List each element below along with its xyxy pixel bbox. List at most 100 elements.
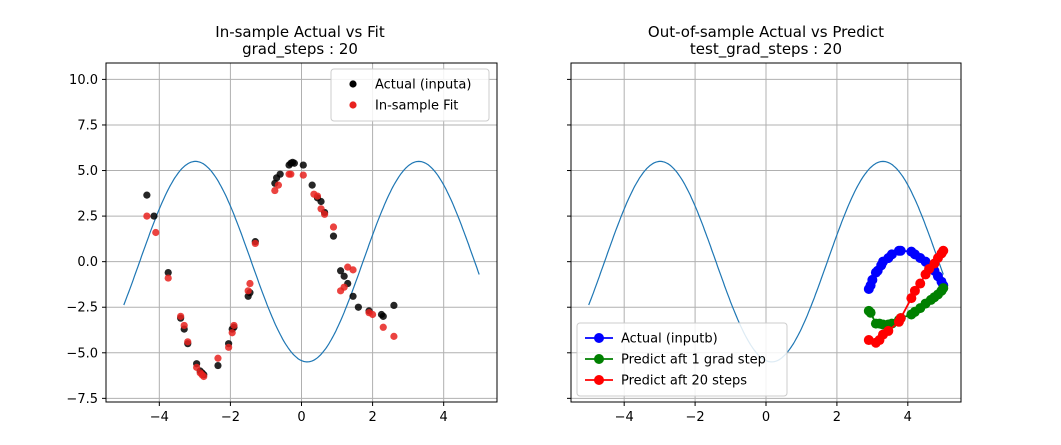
data-point xyxy=(938,245,949,256)
chart-title: Out-of-sample Actual vs Predict xyxy=(648,23,884,41)
legend-marker xyxy=(594,354,604,364)
data-point xyxy=(340,283,348,291)
data-point xyxy=(271,186,279,195)
data-point xyxy=(883,325,894,336)
chart-subtitle: grad_steps : 20 xyxy=(242,40,358,59)
curve-line xyxy=(123,160,480,363)
x-tick-label: 0 xyxy=(762,410,770,425)
legend-item: Actual (inputa) xyxy=(349,78,471,93)
legend-label: Predict aft 20 steps xyxy=(621,374,747,389)
legend-label: Actual (inputa) xyxy=(375,78,471,93)
data-point xyxy=(308,181,316,189)
data-point xyxy=(164,268,172,277)
data-point xyxy=(276,170,284,178)
x-tick-label: −4 xyxy=(150,410,169,425)
x-tick-label: 4 xyxy=(440,410,448,425)
data-point xyxy=(228,329,236,337)
legend-label: Predict aft 1 grad step xyxy=(621,353,766,368)
legend: Actual (inputb) Predict aft 1 grad step Pr… xyxy=(576,322,788,397)
legend-label: Actual (inputb) xyxy=(621,332,718,347)
legend-item: Actual (inputb) xyxy=(585,332,718,347)
data-point xyxy=(329,232,338,240)
data-point xyxy=(200,372,208,381)
data-point xyxy=(290,159,298,167)
y-tick-label: 5.0 xyxy=(77,164,98,179)
chart-title: In-sample Actual vs Fit xyxy=(215,23,385,41)
data-point xyxy=(152,228,160,237)
legend-item: Predict aft 1 grad step xyxy=(585,353,766,368)
data-point xyxy=(180,321,188,330)
data-point xyxy=(184,338,192,346)
data-point xyxy=(313,192,322,200)
data-point xyxy=(368,310,377,319)
legend-item: Predict aft 20 steps xyxy=(585,374,747,389)
data-point xyxy=(344,263,352,271)
legend: Actual (inputa) In-sample Fit xyxy=(330,68,490,122)
data-point xyxy=(909,285,920,296)
y-tick-label: 10.0 xyxy=(69,73,98,88)
data-point xyxy=(193,363,201,371)
data-point xyxy=(895,245,906,256)
data-point xyxy=(214,361,222,370)
data-point xyxy=(895,313,906,324)
legend-marker xyxy=(349,80,357,88)
legend-item: In-sample Fit xyxy=(349,99,458,114)
data-point xyxy=(164,274,172,282)
data-point xyxy=(337,267,345,275)
data-point xyxy=(177,312,185,320)
data-point xyxy=(143,191,151,199)
x-tick-label: 4 xyxy=(904,410,912,425)
x-tick-label: −2 xyxy=(221,410,240,425)
series-1 xyxy=(143,170,398,381)
data-point xyxy=(225,343,233,351)
legend-box xyxy=(576,322,788,397)
data-point xyxy=(865,307,876,318)
data-point xyxy=(379,312,387,320)
chart-subtitle: test_grad_steps : 20 xyxy=(690,40,842,59)
data-point xyxy=(287,170,295,178)
y-tick-label: −5.0 xyxy=(66,346,98,361)
data-point xyxy=(143,212,151,220)
data-point xyxy=(317,205,325,213)
y-tick-label: 0.0 xyxy=(77,255,98,270)
data-point xyxy=(244,287,252,295)
data-point xyxy=(317,197,325,206)
series-0 xyxy=(863,245,949,294)
legend-marker xyxy=(594,333,604,343)
data-point xyxy=(354,303,362,311)
data-point xyxy=(915,278,926,289)
series-2 xyxy=(863,245,949,348)
data-point xyxy=(214,354,222,362)
out-of-sample-panel: Out-of-sample Actual vs Predict test_gra… xyxy=(567,23,962,425)
data-point xyxy=(349,266,357,274)
data-point xyxy=(938,283,949,294)
data-point xyxy=(230,321,238,330)
legend-label: In-sample Fit xyxy=(375,99,458,114)
legend-marker xyxy=(349,101,357,109)
x-tick-label: 0 xyxy=(297,410,305,425)
data-point xyxy=(329,223,338,231)
y-tick-label: −2.5 xyxy=(66,301,98,316)
data-point xyxy=(390,332,398,340)
x-tick-label: −4 xyxy=(615,410,634,425)
legend-marker xyxy=(594,375,604,385)
x-tick-label: 2 xyxy=(833,410,841,425)
data-point xyxy=(299,171,307,179)
x-tick-label: 2 xyxy=(368,410,376,425)
data-point xyxy=(321,210,329,218)
series-0 xyxy=(143,158,398,379)
data-point xyxy=(299,161,307,169)
data-point xyxy=(349,292,357,300)
data-point xyxy=(390,301,398,310)
data-point xyxy=(379,323,387,331)
y-tick-label: 7.5 xyxy=(77,118,98,133)
legend-box xyxy=(330,68,490,122)
x-tick-label: −2 xyxy=(686,410,705,425)
y-tick-label: 2.5 xyxy=(77,210,98,225)
data-point xyxy=(246,279,254,288)
data-point xyxy=(340,272,348,280)
data-point xyxy=(274,181,282,189)
data-point xyxy=(251,239,259,248)
